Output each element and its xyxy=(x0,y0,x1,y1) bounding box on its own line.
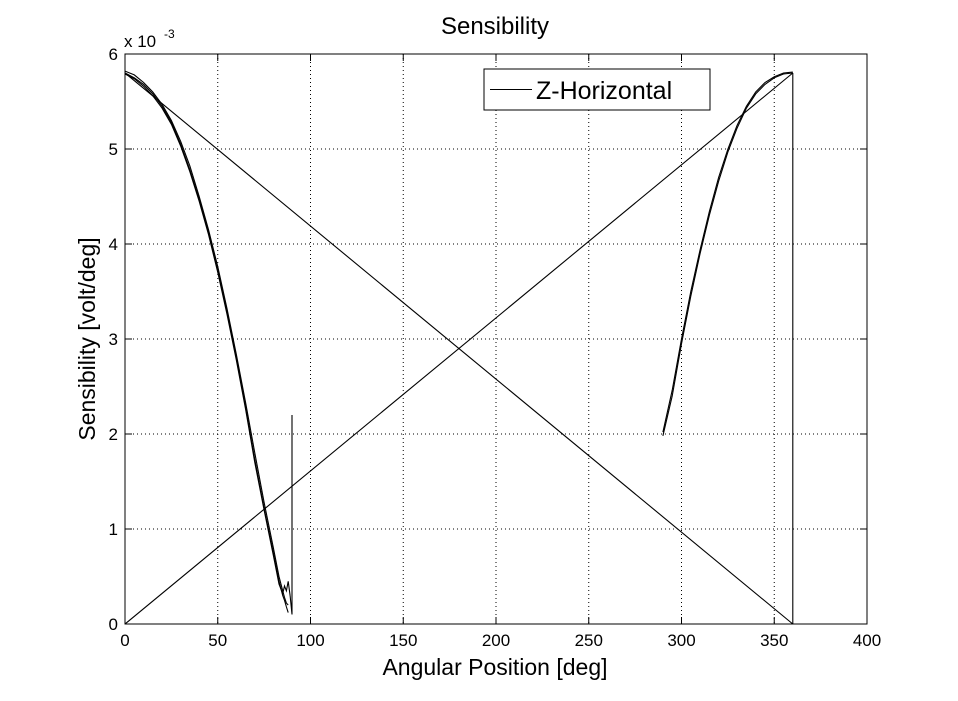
series-line-segment xyxy=(289,415,293,615)
y-multiplier: x 10 -3 xyxy=(124,27,175,51)
y-tick-label: 4 xyxy=(109,235,118,254)
x-tick-label: 300 xyxy=(667,631,695,650)
legend: Z-Horizontal xyxy=(483,68,711,111)
y-axis-label: Sensibility [volt/deg] xyxy=(74,237,100,440)
y-multiplier-exponent: -3 xyxy=(164,27,175,41)
y-tick-label: 6 xyxy=(109,45,118,64)
x-tick-label: 100 xyxy=(296,631,324,650)
series-line-segment xyxy=(662,72,793,437)
series-line-segment xyxy=(124,70,289,606)
x-axis-label: Angular Position [deg] xyxy=(382,654,607,680)
legend-entry-z-horizontal: Z-Horizontal xyxy=(536,77,672,105)
series-z-horizontal xyxy=(124,70,794,625)
x-tick-label: 50 xyxy=(208,631,227,650)
x-tick-label: 400 xyxy=(853,631,881,650)
series-line-segment xyxy=(662,71,793,433)
x-tick-labels: 0 50 100 150 200 250 300 350 400 xyxy=(120,631,881,650)
x-tick-label: 250 xyxy=(575,631,603,650)
y-tick-label: 2 xyxy=(109,425,118,444)
y-tick-label: 3 xyxy=(109,330,118,349)
x-tick-label: 150 xyxy=(389,631,417,650)
series-line-segment xyxy=(124,72,794,625)
y-tick-label: 1 xyxy=(109,520,118,539)
x-tick-label: 0 xyxy=(120,631,129,650)
ticks xyxy=(124,53,868,625)
x-tick-label: 200 xyxy=(482,631,510,650)
y-tick-labels: 0 1 2 3 4 5 6 xyxy=(109,45,118,634)
x-tick-label: 350 xyxy=(760,631,788,650)
y-multiplier-base: x 10 xyxy=(124,32,156,51)
y-tick-label: 5 xyxy=(109,140,118,159)
series-line-segment xyxy=(124,73,291,596)
y-tick-label: 0 xyxy=(109,615,118,634)
chart-title: Sensibility xyxy=(441,13,549,40)
